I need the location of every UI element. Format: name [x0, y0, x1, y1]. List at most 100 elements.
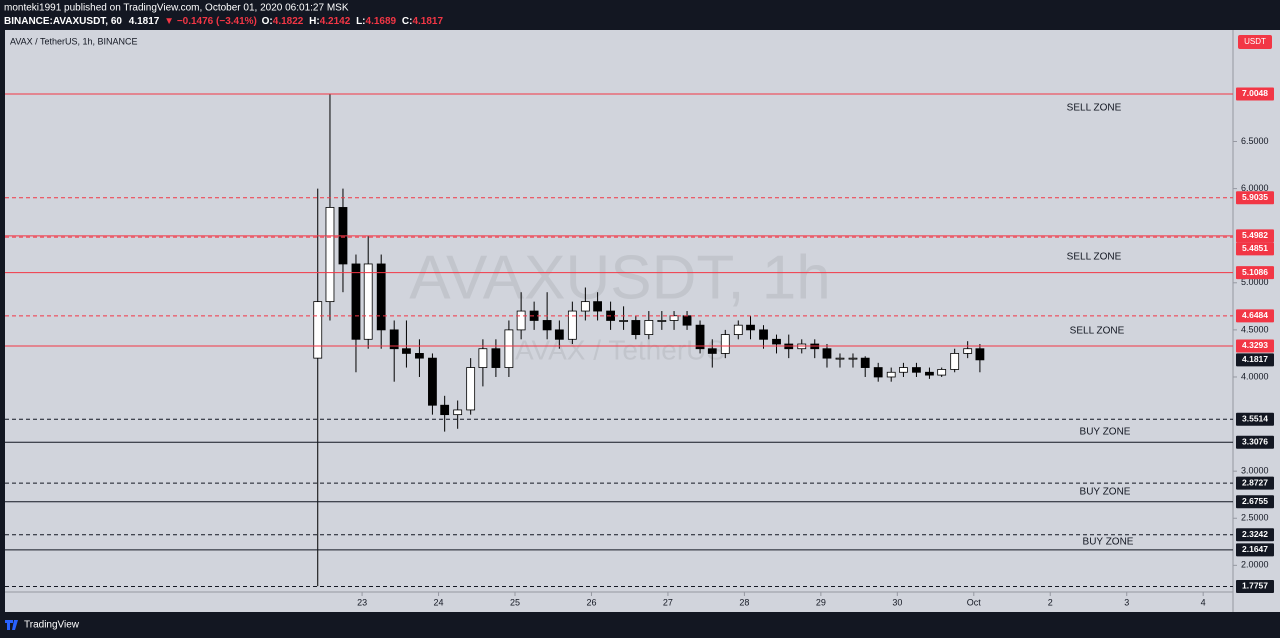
price-badge-label: 3.5514 [1242, 413, 1268, 423]
author-line: monteki1991 published on TradingView.com… [4, 3, 349, 14]
candle-body [669, 315, 679, 321]
price-badge-label: 2.3242 [1242, 529, 1268, 539]
x-tick-label: 25 [510, 597, 520, 607]
zone-label: BUY ZONE [1083, 537, 1134, 548]
x-tick-label: 23 [357, 597, 367, 607]
candle-body [720, 334, 730, 354]
price-badge [1236, 266, 1274, 280]
candle-body [950, 353, 960, 370]
candle-body [325, 207, 335, 303]
plot [5, 93, 1233, 587]
price-badge-label: 1.7757 [1242, 581, 1268, 591]
y-tick-label: 6.0000 [1241, 183, 1269, 193]
zone-label: SELL ZONE [1070, 326, 1125, 337]
candle-body [554, 329, 564, 340]
candle-body [402, 348, 411, 354]
y-tick-label: 2.0000 [1241, 560, 1269, 570]
candle-body [695, 324, 705, 350]
candle-body [376, 263, 386, 331]
candle-body [389, 329, 399, 350]
x-tick-label: 27 [663, 597, 673, 607]
zone-label: SELL ZONE [1067, 252, 1122, 263]
candle-body [516, 310, 526, 331]
price-badge [1236, 412, 1274, 426]
candle-body [886, 371, 896, 378]
candle-body [466, 367, 476, 411]
unit-badge [1238, 35, 1272, 49]
price-badge-label: 2.8727 [1242, 477, 1268, 487]
legend: AVAX / TetherUS, 1h, BINANCE [10, 36, 138, 46]
ohlc-key: C: [402, 16, 413, 27]
unit: USDT [1244, 37, 1266, 46]
candle-body [925, 371, 934, 376]
y-tick-label: 3.0000 [1241, 466, 1269, 476]
candle-body [631, 320, 641, 335]
candle-body [580, 301, 590, 312]
candle-body [619, 320, 628, 322]
candle-body [937, 369, 947, 376]
candle-body [428, 357, 437, 406]
price-badge-label: 5.9035 [1242, 192, 1268, 202]
price-badge [1236, 339, 1274, 353]
y-tick-label: 4.0000 [1241, 371, 1269, 381]
ohlc-key: O: [262, 16, 273, 27]
y-tick-label: 2.5000 [1241, 513, 1269, 523]
price-badge [1236, 229, 1274, 243]
last-price-badge [1236, 353, 1274, 367]
candle-body [453, 409, 463, 416]
chart-pane [5, 30, 1233, 592]
watermark: AVAXUSDT, 1h [409, 243, 831, 312]
x-tick-label: Oct [967, 597, 982, 607]
ohlc-value: 4.1817 [412, 16, 443, 27]
candle-body [912, 367, 921, 373]
watermark-sub: AVAX / TetherUS [515, 334, 725, 365]
candle-body [644, 320, 654, 335]
price-badge-label: 4.6484 [1242, 310, 1268, 320]
candle-body [504, 329, 514, 368]
candle-body [542, 320, 552, 331]
candle-body [873, 367, 883, 378]
price-badge [1236, 543, 1274, 557]
candle-body [682, 315, 692, 326]
y-tick-label: 4.5000 [1241, 324, 1269, 334]
y-tick-label: 6.5000 [1241, 136, 1269, 146]
candle-body [415, 353, 424, 359]
x-tick-label: 3 [1124, 597, 1129, 607]
candle-body [860, 357, 870, 368]
x-tick-label: 30 [892, 597, 902, 607]
candle-body [963, 348, 973, 354]
footer: TradingView [5, 620, 80, 631]
zone-label: BUY ZONE [1080, 487, 1131, 498]
candle-body [440, 404, 450, 416]
candle-body [759, 329, 768, 340]
candle-body [478, 348, 488, 368]
candle-body [733, 324, 743, 335]
price-badge-label: 5.1086 [1242, 267, 1268, 277]
price-badge-label: 2.6755 [1242, 496, 1268, 506]
candle-body [746, 324, 755, 331]
x-tick-label: 28 [739, 597, 749, 607]
x-tick-label: 29 [816, 597, 826, 607]
ohlc-key: L: [356, 16, 365, 27]
candle-body [491, 348, 501, 368]
zone-label: BUY ZONE [1080, 427, 1131, 438]
x-tick-label: 26 [586, 597, 596, 607]
candle-body [313, 301, 323, 359]
brand: TradingView [24, 620, 80, 631]
price-badge-label: 5.4851 [1242, 243, 1268, 253]
candle-body [707, 348, 717, 354]
candle-body [899, 367, 908, 373]
candle-body [772, 338, 781, 345]
ohlc-key: H: [309, 16, 320, 27]
candle-body [363, 263, 373, 340]
ohlc-value: 4.2142 [320, 16, 351, 27]
price-badge-label: 7.0048 [1242, 88, 1268, 98]
logo [5, 620, 18, 630]
candle-body [835, 357, 845, 360]
candle-body [848, 357, 858, 360]
x-tick-label: 2 [1048, 597, 1053, 607]
price-badge-label: 2.1647 [1242, 544, 1268, 554]
candle-body [822, 348, 832, 359]
last-price-label: 4.1817 [1242, 354, 1268, 364]
